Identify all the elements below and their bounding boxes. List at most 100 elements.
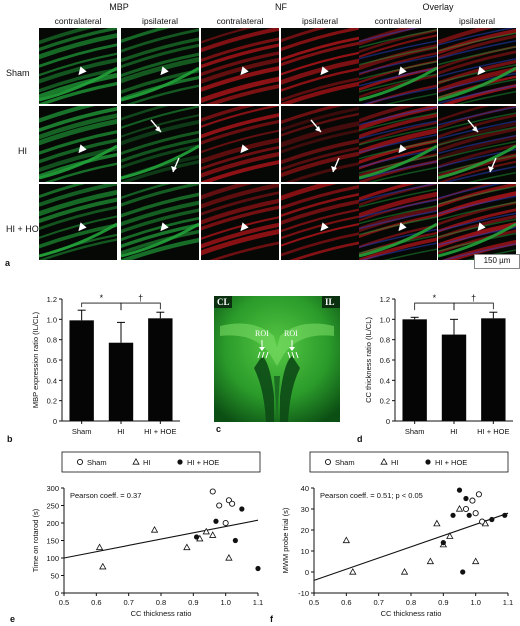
group-header-overlay: Overlay: [422, 2, 454, 12]
y-tick-label: 0.6: [380, 356, 390, 365]
x-tick-label: 0.5: [309, 598, 319, 607]
column-header-mbp-contralateral: contralateral: [54, 16, 102, 26]
bar: [441, 334, 467, 421]
pearson-annotation: Pearson coeff. = 0.37: [70, 491, 141, 500]
brain-section-image: [214, 296, 340, 422]
x-tick-label: 0.9: [188, 598, 198, 607]
micrograph-tile: [39, 106, 117, 182]
trend-line: [313, 512, 509, 581]
arrow-icon: [315, 126, 321, 132]
arrowhead-icon: [477, 66, 486, 76]
scatter-plot-mwm: Sham HI HI + HOE -10 0 10 20 30 40 0.5 0.6 0.7 0.8 0.…: [270, 451, 513, 624]
x-tick-label: HI + HOE: [144, 427, 176, 436]
data-point-hi: [481, 519, 490, 527]
pearson-annotation: Pearson coeff. = 0.51; p < 0.05: [320, 491, 423, 500]
significance-bracket: [120, 302, 161, 311]
y-tick-label: 1.0: [47, 315, 57, 324]
data-point-hi-hoe: [463, 495, 469, 502]
y-axis-label: Time on rotarod (s): [31, 508, 40, 572]
arrowhead-icon: [78, 66, 87, 76]
arrowhead-icon: [398, 66, 407, 76]
data-point-hi: [446, 532, 454, 539]
data-point-sham: [472, 510, 479, 517]
data-point-sham: [209, 488, 216, 495]
arrowhead-icon: [240, 222, 249, 232]
x-tick-label: HI: [117, 427, 125, 436]
column-header-overlay-ipsilateral: ipsilateral: [459, 16, 495, 26]
y-tick-label: 250: [46, 502, 59, 511]
arrowhead-icon: [160, 66, 169, 76]
data-point-sham: [76, 458, 84, 466]
significance-bracket: [81, 302, 122, 311]
data-point-hi-hoe: [460, 569, 466, 575]
data-point-sham: [229, 500, 236, 507]
y-tick-label: 1.0: [380, 315, 390, 324]
x-tick-label: 0.6: [341, 598, 351, 607]
column-header-nf-contralateral: contralateral: [216, 16, 264, 26]
cl-tag-bg: [214, 296, 232, 308]
y-tick-label: 0: [53, 417, 57, 426]
micrograph-texture: [438, 28, 516, 104]
panel-label-b: b: [7, 434, 13, 444]
arrow-icon: [472, 126, 478, 132]
micrograph-tile: [121, 184, 199, 260]
y-tick-label: 1.2: [47, 295, 57, 304]
panel-label: e: [10, 614, 15, 624]
micrograph-texture: [39, 106, 117, 182]
arrow-icon: [331, 166, 337, 172]
micrograph-texture: [359, 184, 437, 260]
y-tick-label: 50: [51, 572, 59, 581]
x-tick-label: 1.0: [470, 598, 480, 607]
data-point-hi: [202, 527, 210, 535]
roi-left-label: ROI: [255, 329, 269, 338]
data-point-hi: [342, 536, 351, 544]
data-point-hi: [209, 531, 217, 538]
micrograph-tile: [281, 184, 359, 260]
x-tick-label: 0.5: [59, 598, 69, 607]
y-tick-label: 0: [386, 417, 390, 426]
micrograph-texture: [39, 28, 117, 104]
group-header-mbp: MBP: [109, 2, 129, 12]
panel-label-a: a: [5, 258, 11, 268]
x-tick-label: 0.7: [373, 598, 383, 607]
data-point-hi-hoe: [466, 512, 472, 518]
arrowhead-icon: [78, 222, 87, 232]
micrograph-tile: [359, 28, 437, 104]
y-axis-label: MWM probe trial (s): [281, 507, 290, 573]
data-point-hi-hoe: [456, 487, 463, 493]
x-tick-label: 0.7: [123, 598, 133, 607]
data-point-hi: [433, 519, 441, 527]
brain-il-tag: IL: [325, 297, 335, 307]
brain-cl-tag: CL: [217, 297, 230, 307]
arrow-icon: [155, 126, 161, 132]
y-tick-label: 100: [46, 554, 59, 563]
micrograph-tile: [39, 184, 117, 260]
data-point-hi: [455, 504, 464, 512]
data-point-hi: [426, 557, 435, 565]
micrograph-tile: [438, 106, 516, 182]
x-tick-label: 0.9: [438, 598, 448, 607]
x-tick-label: 0.8: [406, 598, 416, 607]
data-point-sham: [216, 502, 223, 509]
arrowhead-icon: [398, 222, 407, 232]
micrograph-texture: [281, 184, 359, 260]
data-point-hi-hoe: [213, 518, 219, 524]
arrowhead-icon: [477, 222, 486, 232]
x-tick-label: HI: [450, 427, 458, 436]
legend-label: HI: [391, 458, 399, 467]
micrograph-tile: [39, 28, 117, 104]
legend-label: HI + HOE: [435, 458, 467, 467]
row-label-sham: Sham: [6, 68, 30, 78]
il-tag-bg: [322, 296, 340, 308]
data-point-hi: [99, 562, 107, 570]
micrograph-texture: [201, 184, 279, 260]
data-point-hi-hoe: [502, 512, 508, 518]
y-tick-label: 0.8: [47, 336, 57, 345]
y-tick-label: 0.6: [47, 356, 57, 365]
data-point-hi: [349, 567, 357, 575]
micrograph-texture: [281, 106, 359, 182]
data-point-hi-hoe: [489, 516, 495, 523]
y-tick-label: 30: [301, 505, 309, 514]
significance-bracket-symbol: *: [433, 293, 437, 303]
micrograph-texture: [281, 28, 359, 104]
